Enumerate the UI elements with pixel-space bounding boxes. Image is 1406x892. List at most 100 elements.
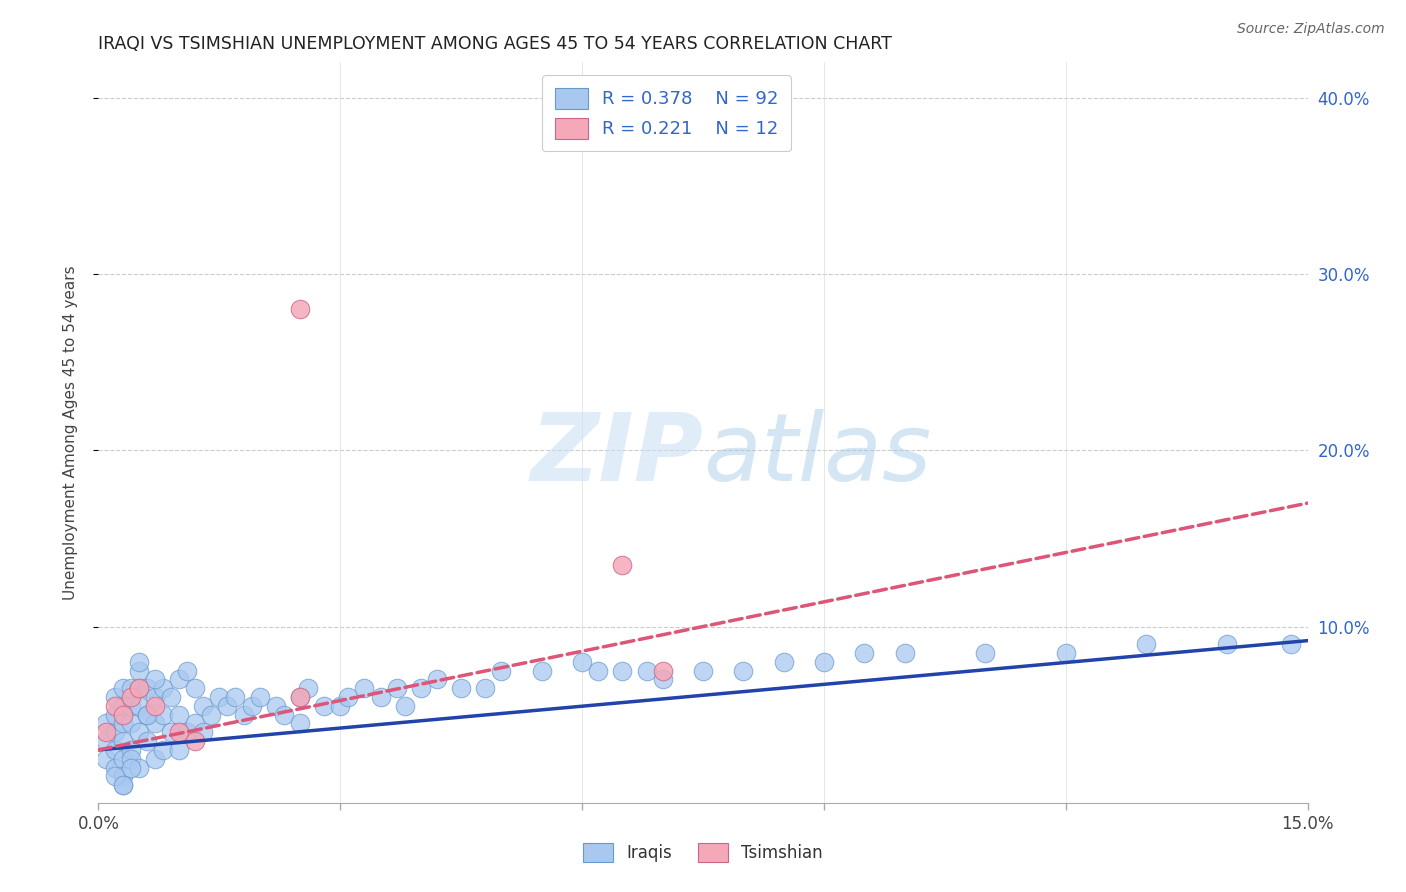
- Point: [152, 707, 174, 722]
- Point: [128, 725, 150, 739]
- Point: [636, 664, 658, 678]
- Point: [385, 681, 408, 696]
- Point: [103, 698, 125, 713]
- Point: [772, 655, 794, 669]
- Point: [128, 698, 150, 713]
- Point: [224, 690, 246, 704]
- Point: [491, 664, 513, 678]
- Legend: Iraqis, Tsimshian: Iraqis, Tsimshian: [576, 836, 830, 869]
- Point: [152, 681, 174, 696]
- Text: atlas: atlas: [703, 409, 931, 500]
- Point: [474, 681, 496, 696]
- Point: [103, 743, 125, 757]
- Point: [111, 769, 134, 783]
- Point: [96, 725, 118, 739]
- Point: [394, 698, 416, 713]
- Point: [152, 743, 174, 757]
- Point: [337, 690, 360, 704]
- Point: [249, 690, 271, 704]
- Point: [96, 752, 118, 766]
- Point: [1135, 637, 1157, 651]
- Point: [96, 734, 118, 748]
- Point: [409, 681, 432, 696]
- Point: [160, 725, 183, 739]
- Point: [217, 698, 239, 713]
- Point: [651, 673, 673, 687]
- Point: [103, 760, 125, 774]
- Point: [353, 681, 375, 696]
- Point: [167, 725, 190, 739]
- Point: [288, 690, 311, 704]
- Point: [426, 673, 449, 687]
- Point: [128, 681, 150, 696]
- Point: [450, 681, 472, 696]
- Point: [120, 743, 142, 757]
- Point: [111, 778, 134, 792]
- Point: [103, 769, 125, 783]
- Point: [612, 558, 634, 572]
- Point: [297, 681, 319, 696]
- Point: [853, 646, 876, 660]
- Point: [96, 716, 118, 731]
- Point: [586, 664, 609, 678]
- Point: [128, 664, 150, 678]
- Point: [111, 716, 134, 731]
- Point: [193, 698, 215, 713]
- Point: [103, 690, 125, 704]
- Point: [273, 707, 295, 722]
- Point: [200, 707, 222, 722]
- Point: [143, 673, 166, 687]
- Point: [120, 698, 142, 713]
- Point: [111, 734, 134, 748]
- Point: [111, 778, 134, 792]
- Text: Source: ZipAtlas.com: Source: ZipAtlas.com: [1237, 22, 1385, 37]
- Point: [1216, 637, 1239, 651]
- Point: [651, 664, 673, 678]
- Point: [193, 725, 215, 739]
- Y-axis label: Unemployment Among Ages 45 to 54 years: Unemployment Among Ages 45 to 54 years: [63, 265, 77, 600]
- Point: [143, 716, 166, 731]
- Point: [167, 707, 190, 722]
- Point: [120, 716, 142, 731]
- Point: [184, 734, 207, 748]
- Point: [111, 707, 134, 722]
- Point: [530, 664, 553, 678]
- Point: [370, 690, 392, 704]
- Point: [128, 760, 150, 774]
- Point: [135, 681, 157, 696]
- Point: [232, 707, 254, 722]
- Point: [120, 760, 142, 774]
- Point: [893, 646, 915, 660]
- Point: [1054, 646, 1077, 660]
- Point: [329, 698, 352, 713]
- Point: [208, 690, 231, 704]
- Point: [176, 664, 198, 678]
- Point: [143, 698, 166, 713]
- Point: [167, 673, 190, 687]
- Point: [120, 681, 142, 696]
- Point: [120, 690, 142, 704]
- Text: IRAQI VS TSIMSHIAN UNEMPLOYMENT AMONG AGES 45 TO 54 YEARS CORRELATION CHART: IRAQI VS TSIMSHIAN UNEMPLOYMENT AMONG AG…: [98, 35, 893, 53]
- Point: [135, 707, 157, 722]
- Point: [1281, 637, 1303, 651]
- Point: [184, 681, 207, 696]
- Point: [103, 707, 125, 722]
- Text: ZIP: ZIP: [530, 409, 703, 500]
- Point: [288, 716, 311, 731]
- Point: [813, 655, 835, 669]
- Point: [120, 752, 142, 766]
- Point: [135, 734, 157, 748]
- Point: [176, 725, 198, 739]
- Point: [612, 664, 634, 678]
- Point: [314, 698, 336, 713]
- Point: [184, 716, 207, 731]
- Point: [167, 743, 190, 757]
- Point: [974, 646, 997, 660]
- Point: [692, 664, 714, 678]
- Point: [128, 681, 150, 696]
- Point: [111, 752, 134, 766]
- Point: [111, 681, 134, 696]
- Point: [135, 707, 157, 722]
- Point: [143, 690, 166, 704]
- Point: [128, 655, 150, 669]
